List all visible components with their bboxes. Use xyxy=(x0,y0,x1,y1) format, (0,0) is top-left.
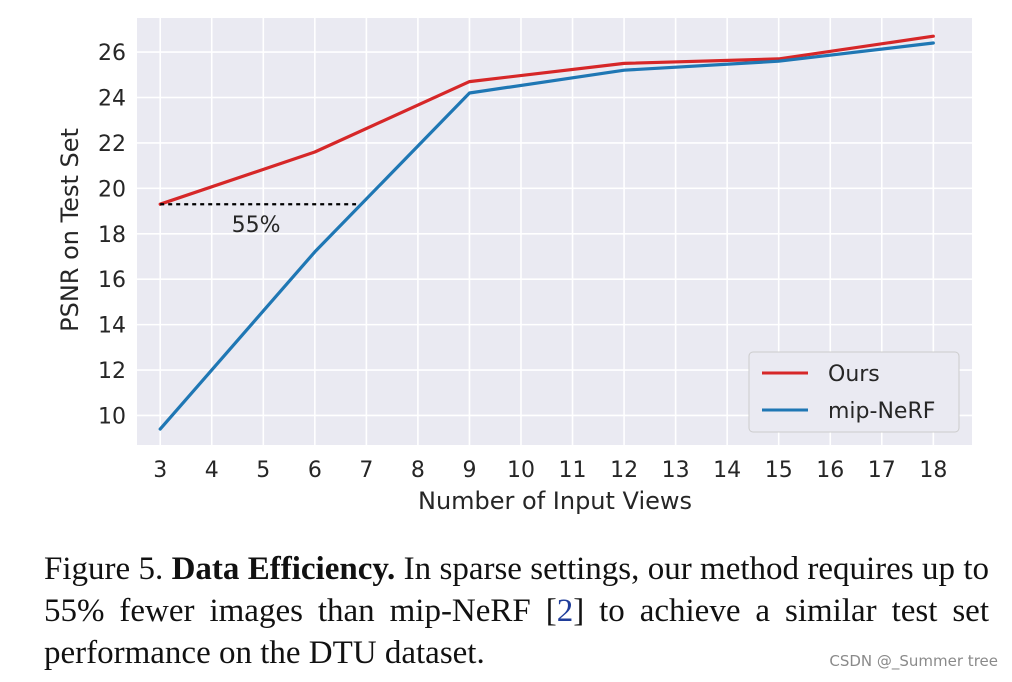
y-axis-ticks: 10 12 14 16 18 20 22 24 26 xyxy=(98,41,126,429)
y-axis-label: PSNR on Test Set xyxy=(56,128,84,332)
x-tick-label: 15 xyxy=(765,458,793,483)
y-tick-label: 20 xyxy=(98,177,126,202)
x-tick-label: 3 xyxy=(153,458,167,483)
x-tick-label: 14 xyxy=(713,458,741,483)
x-tick-label: 6 xyxy=(308,458,322,483)
annotation-55: 55% xyxy=(160,203,357,238)
annotation-label: 55% xyxy=(232,213,281,238)
x-axis-label: Number of Input Views xyxy=(418,487,692,515)
y-tick-label: 26 xyxy=(98,41,126,66)
psnr-line-chart: 3 4 5 6 7 8 9 10 11 12 13 14 15 16 17 18 10 12 14 16 18 20 22… xyxy=(56,18,972,515)
caption-prefix: Figure 5. xyxy=(44,551,172,587)
series-line-ours xyxy=(158,34,935,206)
watermark: CSDN @_Summer tree xyxy=(829,652,998,670)
x-tick-label: 4 xyxy=(205,458,219,483)
x-tick-label: 9 xyxy=(462,458,476,483)
y-tick-label: 12 xyxy=(98,359,126,384)
x-tick-label: 12 xyxy=(610,458,638,483)
y-tick-label: 16 xyxy=(98,268,126,293)
y-tick-label: 24 xyxy=(98,86,126,111)
legend: Ours mip-NeRF xyxy=(748,351,960,433)
y-tick-label: 10 xyxy=(98,404,126,429)
x-tick-label: 16 xyxy=(816,458,844,483)
y-tick-label: 18 xyxy=(98,223,126,248)
caption-text-1: In sparse settings, our method requires … xyxy=(44,551,989,629)
x-tick-label: 17 xyxy=(868,458,896,483)
x-tick-label: 18 xyxy=(919,458,947,483)
citation-link[interactable]: 2 xyxy=(556,593,574,629)
figure-caption: Figure 5. Data Efficiency. In sparse set… xyxy=(44,548,989,674)
series-line-mip-nerf xyxy=(158,41,935,431)
y-tick-label: 22 xyxy=(98,132,126,157)
y-tick-label: 14 xyxy=(98,314,126,339)
x-tick-label: 7 xyxy=(359,458,373,483)
series-lines xyxy=(158,34,935,431)
caption-text-2: ] to achieve a similar test set performa… xyxy=(44,593,989,671)
x-tick-label: 8 xyxy=(411,458,425,483)
x-tick-label: 10 xyxy=(507,458,535,483)
caption-bold-title: Data Efficiency. xyxy=(171,551,396,587)
legend-label-ours: Ours xyxy=(828,362,880,387)
grid xyxy=(137,18,972,445)
x-tick-label: 11 xyxy=(559,458,587,483)
x-tick-label: 5 xyxy=(256,458,270,483)
x-tick-label: 13 xyxy=(662,458,690,483)
legend-label-mip-nerf: mip-NeRF xyxy=(828,399,935,424)
x-axis-ticks: 3 4 5 6 7 8 9 10 11 12 13 14 15 16 17 18 xyxy=(153,458,947,483)
